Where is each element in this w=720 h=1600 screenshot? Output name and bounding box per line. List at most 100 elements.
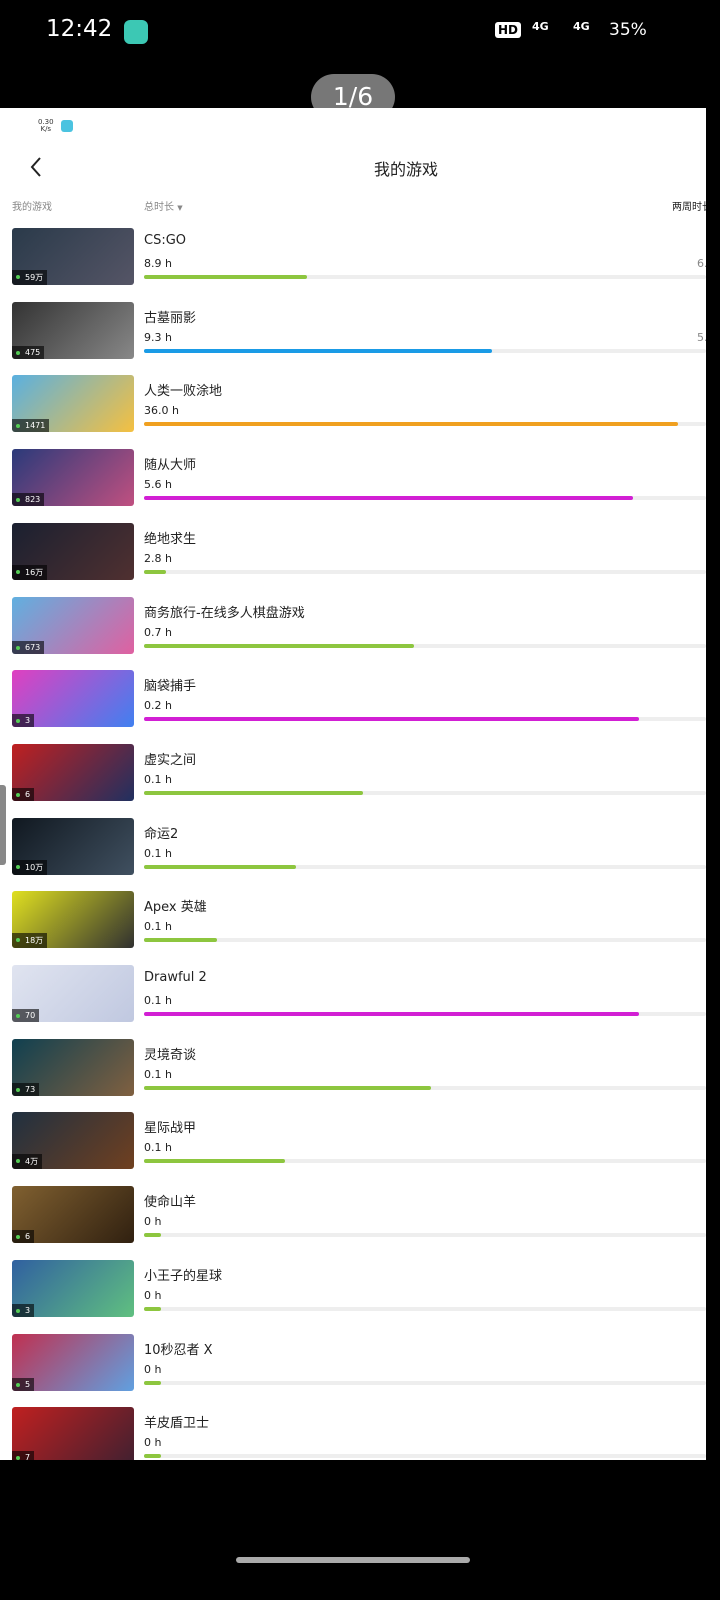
game-thumbnail: 475 xyxy=(12,301,134,359)
owner-count: 6 xyxy=(12,1230,35,1244)
owner-count: 4万 xyxy=(12,1154,43,1170)
game-name: 古墓丽影 xyxy=(144,310,197,326)
owner-count: 10万 xyxy=(12,859,48,875)
total-hours: 9.3 h xyxy=(144,330,172,344)
game-name: 使命山羊 xyxy=(144,1195,197,1211)
progress-bar xyxy=(144,1233,161,1238)
total-hours: 36.0 h xyxy=(144,404,179,418)
sort-header[interactable]: 总时长 ▼ xyxy=(144,202,183,213)
game-row[interactable]: 10万 命运2 0.1 h xyxy=(0,817,706,892)
app-screenshot: 0.30K/s 我的游戏 我的游戏 总时长 ▼ 两周时长 59万 CS:GO 8.9… xyxy=(0,108,706,1460)
game-row[interactable]: 4万 星际战甲 0.1 h xyxy=(0,1112,706,1186)
game-row[interactable]: 70 Drawful 2 0.1 h xyxy=(0,965,706,1039)
game-row[interactable]: 3 脑袋捕手 0.2 h xyxy=(0,670,706,744)
game-name: 羊皮盾卫士 xyxy=(144,1416,210,1432)
game-thumbnail: 73 xyxy=(12,1038,134,1096)
game-row[interactable]: 3 小王子的星球 0 h xyxy=(0,1259,706,1334)
app-icon xyxy=(61,120,73,132)
game-row[interactable]: 5 10秒忍者 X 0 h xyxy=(0,1333,706,1408)
owner-count: 18万 xyxy=(12,933,48,949)
game-row[interactable]: 7 羊皮盾卫士 0 h xyxy=(0,1407,706,1460)
network-label: 4G xyxy=(573,20,590,33)
recent-hours: 6. xyxy=(697,257,706,270)
home-indicator xyxy=(236,1557,470,1563)
game-row[interactable]: 823 随从大师 5.6 h xyxy=(0,449,706,523)
game-row[interactable]: 18万 Apex 英雄 0.1 h xyxy=(0,891,706,965)
progress-bar xyxy=(144,717,639,722)
progress-bar xyxy=(144,569,167,574)
game-row[interactable]: 6 使命山羊 0 h xyxy=(0,1186,706,1260)
total-hours: 0.1 h xyxy=(144,1141,172,1155)
game-thumbnail: 823 xyxy=(12,449,134,507)
game-thumbnail: 3 xyxy=(12,1259,134,1317)
game-name: 随从大师 xyxy=(144,458,197,474)
game-name: 灵境奇谈 xyxy=(144,1047,197,1063)
column-header: 我的游戏 xyxy=(12,202,52,213)
side-handle xyxy=(0,785,6,865)
hd-icon: HD xyxy=(495,22,522,38)
game-name: 命运2 xyxy=(144,826,179,842)
game-row[interactable]: 673 商务旅行-在线多人棋盘游戏 0.7 h xyxy=(0,596,706,671)
column-header: 总时长 xyxy=(144,202,174,213)
total-hours: 0.7 h xyxy=(144,625,172,639)
progress-track xyxy=(144,643,706,648)
progress-track xyxy=(144,1380,706,1385)
total-hours: 8.9 h xyxy=(144,257,172,270)
network-label: 4G xyxy=(532,20,549,33)
total-hours: 0.1 h xyxy=(144,846,172,860)
game-name: CS:GO xyxy=(144,233,187,248)
progress-track xyxy=(144,569,706,574)
game-name: 脑袋捕手 xyxy=(144,679,197,695)
game-row[interactable]: 73 灵境奇谈 0.1 h xyxy=(0,1038,706,1113)
owner-count: 1471 xyxy=(12,419,50,433)
speed-unit: K/s xyxy=(40,125,52,133)
progress-bar xyxy=(144,1012,639,1016)
time: 12:42 xyxy=(46,16,113,42)
game-name: 星际战甲 xyxy=(144,1121,197,1137)
total-hours: 0 h xyxy=(144,1436,162,1450)
game-thumbnail: 1471 xyxy=(12,375,134,433)
progress-track xyxy=(144,864,706,869)
game-row[interactable]: 59万 CS:GO 8.9 h 6. xyxy=(0,228,706,302)
column-header[interactable]: 两周时长 xyxy=(672,202,706,213)
game-name: 商务旅行-在线多人棋盘游戏 xyxy=(144,605,305,621)
total-hours: 0.1 h xyxy=(144,920,172,934)
owner-count: 5 xyxy=(12,1377,35,1391)
game-row[interactable]: 6 虚实之间 0.1 h xyxy=(0,743,706,818)
progress-bar xyxy=(144,1306,161,1311)
progress-track xyxy=(144,938,706,943)
page-title: 我的游戏 xyxy=(373,160,438,179)
game-row[interactable]: 475 古墓丽影 9.3 h 5. xyxy=(0,301,706,376)
net-speed: 0.30 K/s xyxy=(38,119,54,133)
back-button[interactable] xyxy=(28,156,44,178)
game-name: Drawful 2 xyxy=(144,970,207,985)
game-name: 10秒忍者 X xyxy=(144,1342,213,1358)
recent-hours: 5. xyxy=(697,330,706,344)
owner-count: 3 xyxy=(12,714,35,728)
progress-track xyxy=(144,1012,706,1016)
progress-bar xyxy=(144,1454,161,1459)
progress-track xyxy=(144,790,706,795)
progress-track xyxy=(144,422,706,427)
total-hours: 0 h xyxy=(144,1362,162,1376)
total-hours: 2.8 h xyxy=(144,551,172,565)
progress-bar xyxy=(144,790,364,795)
game-row[interactable]: 1471 人类一败涂地 36.0 h xyxy=(0,375,706,449)
progress-track xyxy=(144,496,706,501)
progress-track xyxy=(144,1306,706,1311)
app-icon xyxy=(124,20,148,44)
progress-bar xyxy=(144,1085,431,1090)
progress-bar xyxy=(144,348,493,353)
game-name: 人类一败涂地 xyxy=(144,384,223,400)
total-hours: 0 h xyxy=(144,1215,162,1229)
owner-count: 70 xyxy=(12,1009,40,1022)
game-name: 虚实之间 xyxy=(144,752,197,768)
owner-count: 3 xyxy=(12,1303,35,1317)
progress-bar xyxy=(144,643,414,648)
progress-bar xyxy=(144,864,296,869)
battery: 35% xyxy=(609,20,647,40)
total-hours: 0.2 h xyxy=(144,699,172,713)
game-thumbnail: 70 xyxy=(12,965,134,1022)
game-row[interactable]: 16万 绝地求生 2.8 h xyxy=(0,522,706,597)
